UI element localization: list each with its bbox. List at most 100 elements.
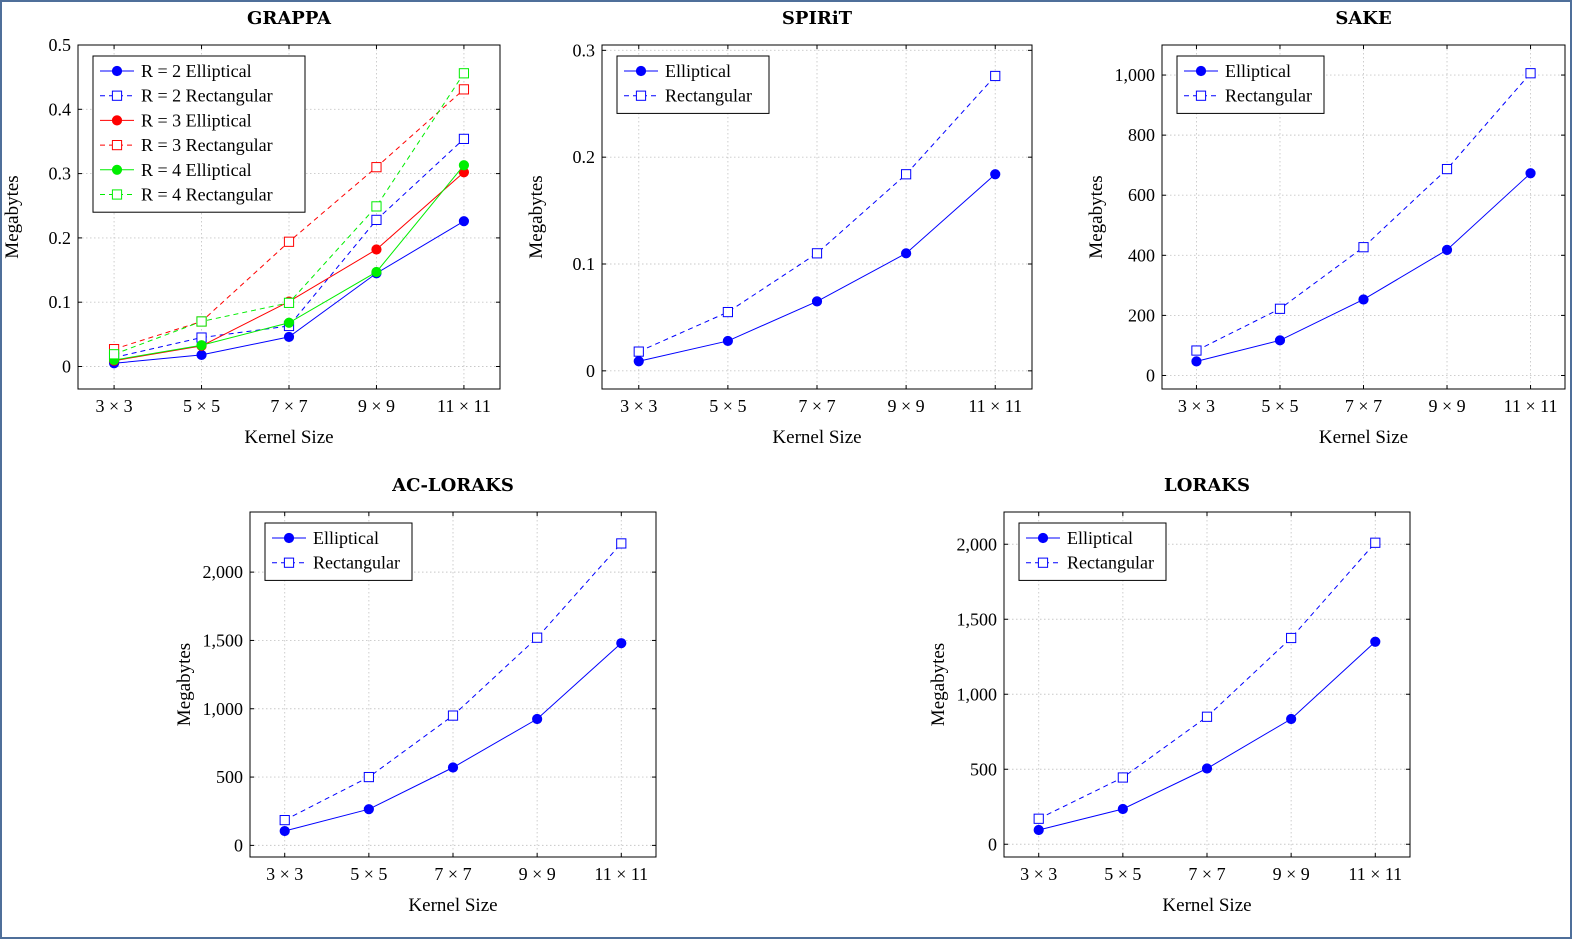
chart-ac-loraks: 0 500 1,000 1,500 2,000 3 × 3 5 × 5 7 × 7 9 × 9 1… (174, 475, 657, 916)
chart-loraks-series-1-point-2 (1201, 711, 1213, 722)
chart-grappa-ytick-label-3: 0.3 (49, 164, 72, 184)
chart-ac-loraks-ytick-label-3: 1,500 (203, 630, 244, 650)
chart-sake-ytick-label-0: 0 (1146, 365, 1155, 385)
chart-loraks-series-1-point-1 (1117, 772, 1128, 783)
chart-ac-loraks-ytick-label-1: 500 (216, 767, 243, 787)
chart-grappa-series-5-point-2 (283, 297, 295, 308)
chart-spirit-series-1-point-4 (990, 70, 1001, 82)
chart-grappa-series-1-point-3 (371, 214, 382, 225)
chart-grappa: 0 0.1 0.2 0.3 0.4 0.5 3 × 3 5 × 5 7 × 7 9 × 9 11 ×… (2, 8, 501, 448)
chart-loraks-series-0-point-4 (1370, 636, 1381, 647)
chart-sake-series-1 (1191, 68, 1536, 356)
chart-sake-legend-marker-1 (1195, 90, 1207, 101)
chart-grappa-legend-marker-2 (111, 115, 123, 126)
chart-grappa-xtick-label-2: 7 × 7 (270, 396, 307, 416)
chart-loraks-series-1-point-3 (1286, 632, 1297, 644)
chart-spirit-legend-label-1: Rectangular (665, 86, 752, 106)
chart-spirit-series-1 (633, 70, 1001, 357)
chart-spirit-series-1-line (638, 75, 996, 353)
chart-ac-loraks-series-0-point-2 (447, 762, 459, 773)
chart-ac-loraks-legend-marker-1 (283, 557, 295, 568)
chart-ac-loraks-title: AC-LORAKS (391, 475, 514, 496)
chart-grappa-series-4-point-1 (196, 340, 207, 351)
chart-ac-loraks-series-1 (279, 538, 627, 826)
chart-grappa-ytick-label-0: 0 (62, 356, 71, 376)
chart-grappa-legend-marker-0 (111, 65, 123, 77)
chart-grappa-ytick-label-5: 0.5 (49, 35, 72, 55)
chart-ac-loraks-legend-box (264, 522, 413, 581)
chart-loraks-series-1-point-0 (1033, 813, 1044, 824)
chart-grappa-series-4-point-4 (458, 160, 470, 171)
chart-spirit-xtick-label-4: 11 × 11 (968, 396, 1022, 416)
chart-sake-legend-label-0: Elliptical (1225, 61, 1291, 81)
chart-ac-loraks-xtick-label-1: 5 × 5 (350, 864, 387, 884)
chart-grappa-series-4 (108, 160, 470, 366)
chart-spirit-xtick-label-2: 7 × 7 (798, 396, 835, 416)
chart-grappa-legend-marker-1 (111, 90, 123, 101)
chart-sake-series-0-point-1 (1274, 335, 1286, 346)
chart-ac-loraks-series-0-point-0 (279, 825, 290, 837)
chart-grappa-series-3-point-4 (458, 84, 470, 95)
chart-grappa-legend-marker-4 (111, 164, 123, 175)
chart-sake-xtick-label-4: 11 × 11 (1504, 396, 1558, 416)
chart-grappa-series-4-point-2 (283, 317, 295, 328)
chart-grappa-ytick-label-2: 0.2 (49, 228, 72, 248)
chart-sake-series-0 (1191, 168, 1536, 367)
chart-ac-loraks-legend-label-0: Elliptical (313, 528, 379, 548)
chart-ac-loraks-legend-label-1: Rectangular (313, 553, 400, 573)
chart-spirit-legend-marker-1 (635, 90, 647, 101)
chart-spirit: 0 0.1 0.2 0.3 3 × 3 5 × 5 7 × 7 9 × 9 11 × 11 SPI… (526, 8, 1033, 448)
chart-sake-series-1-point-2 (1358, 242, 1369, 253)
chart-spirit-series-0-point-2 (811, 296, 823, 307)
chart-ac-loraks-series-0-point-1 (363, 804, 374, 815)
chart-spirit-xtick-label-1: 5 × 5 (709, 396, 746, 416)
chart-sake-xtick-label-2: 7 × 7 (1345, 396, 1382, 416)
chart-loraks-legend-marker-1 (1037, 557, 1049, 568)
chart-ac-loraks-series-1-point-1 (363, 771, 374, 783)
chart-grappa-series-1-line (113, 138, 465, 358)
chart-spirit-ytick-label-3: 0.3 (573, 40, 596, 60)
chart-grappa-legend-label-2: R = 3 Elliptical (141, 110, 252, 130)
chart-ac-loraks-series-0-point-4 (616, 638, 627, 649)
chart-grappa-series-0-point-2 (283, 331, 295, 343)
chart-grappa-legend: R = 2 Elliptical R = 2 Rectangular R = 3 E… (92, 55, 306, 213)
chart-ac-loraks-series-0 (279, 638, 627, 837)
chart-grappa-xtick-label-1: 5 × 5 (183, 396, 220, 416)
chart-sake-xtick-label-3: 9 × 9 (1428, 396, 1465, 416)
chart-grappa-series-2-point-3 (371, 244, 382, 255)
chart-loraks: 0 500 1,000 1,500 2,000 3 × 3 5 × 5 7 × 7 9 × 9 1… (928, 475, 1411, 916)
chart-sake-ylabel: Megabytes (1086, 175, 1107, 258)
chart-ac-loraks-ylabel: Megabytes (174, 643, 195, 726)
chart-ac-loraks-xtick-label-4: 11 × 11 (594, 864, 648, 884)
chart-sake-xlabel: Kernel Size (1319, 427, 1408, 448)
chart-grappa-series-3-point-2 (283, 236, 295, 247)
chart-loraks-series-0-point-3 (1286, 713, 1297, 725)
chart-sake-series-0-point-3 (1441, 244, 1453, 255)
chart-grappa-series-3-point-3 (371, 162, 382, 173)
chart-ac-loraks-ytick-label-2: 1,000 (203, 699, 244, 719)
chart-loraks-series-1-point-4 (1370, 537, 1381, 548)
chart-loraks-legend: Elliptical Rectangular (1018, 522, 1167, 581)
chart-grappa-series-0-point-4 (458, 216, 470, 227)
chart-sake-title: SAKE (1335, 8, 1391, 29)
chart-sake-series-1-point-4 (1525, 68, 1536, 79)
chart-grappa-series-5-point-3 (371, 201, 382, 212)
chart-spirit-series-0-point-0 (633, 356, 644, 367)
chart-spirit-title: SPIRiT (782, 8, 853, 29)
chart-loraks-xtick-label-0: 3 × 3 (1020, 864, 1057, 884)
chart-ac-loraks-ytick-label-0: 0 (234, 835, 243, 855)
chart-sake-legend-box (1176, 55, 1325, 114)
chart-ac-loraks-legend-marker-0 (283, 532, 295, 544)
chart-grappa-legend-box (92, 55, 306, 213)
chart-spirit-ylabel: Megabytes (526, 175, 547, 258)
chart-sake-ytick-label-5: 1,000 (1115, 65, 1156, 85)
chart-loraks-series-0-line (1038, 641, 1376, 831)
chart-sake-series-1-line (1196, 72, 1531, 351)
chart-spirit-xlabel: Kernel Size (772, 427, 861, 448)
chart-loraks-ytick-label-2: 1,000 (957, 684, 998, 704)
chart-ac-loraks-series-1-point-2 (447, 710, 459, 721)
chart-loraks-legend-box (1018, 522, 1167, 581)
chart-spirit-legend-marker-0 (635, 65, 647, 77)
chart-sake-ytick-label-3: 600 (1128, 185, 1155, 205)
